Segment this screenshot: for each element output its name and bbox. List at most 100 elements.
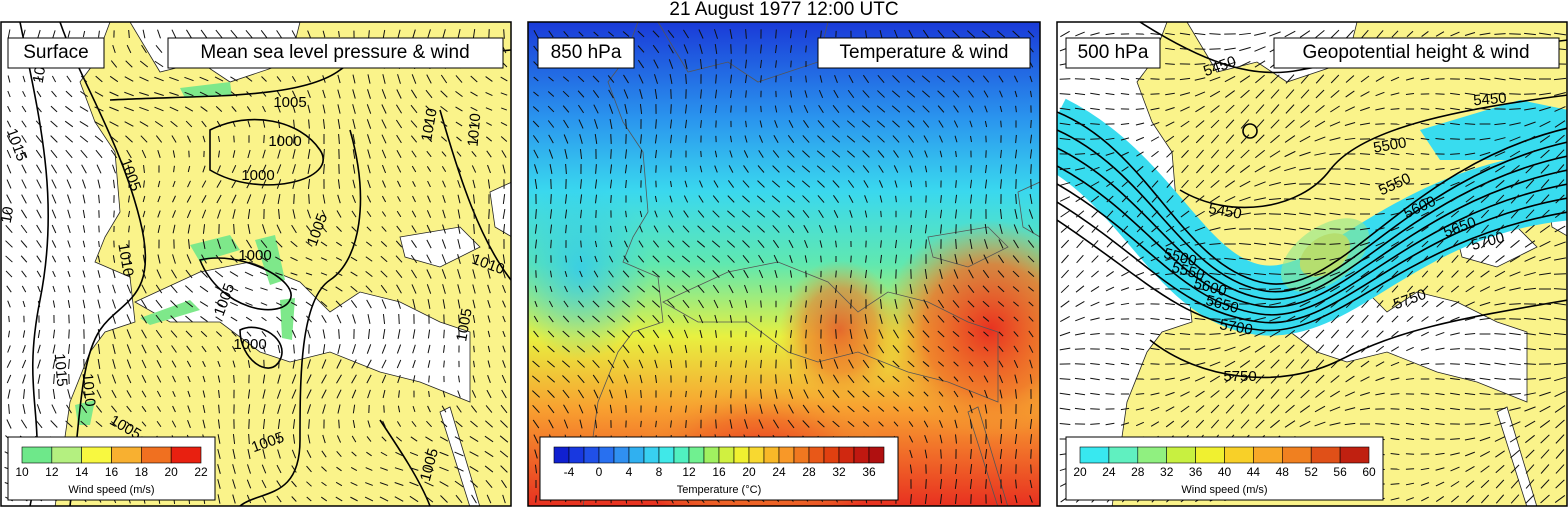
colorbar-label: Wind speed (m/s) [68, 484, 154, 496]
wind-arrow [716, 361, 717, 367]
colorbar-segment [1311, 447, 1340, 463]
colorbar-segment [554, 447, 569, 463]
colorbar-tick: 48 [1276, 465, 1290, 479]
wind-arrow [1031, 164, 1032, 174]
wind-arrow [1421, 109, 1429, 110]
colorbar-tick: 32 [832, 465, 846, 479]
wind-arrow [611, 195, 612, 203]
wind-arrow [234, 136, 235, 143]
contour-label: 1000 [233, 336, 266, 353]
wind-arrow [1269, 274, 1281, 275]
colorbar-tick: 32 [1160, 465, 1174, 479]
wind-arrow [956, 180, 957, 188]
figure-title: 21 August 1977 12:00 UTC [669, 0, 898, 20]
wind-arrow [806, 46, 807, 53]
colorbar-tick: 10 [15, 465, 29, 479]
contour-label: 1000 [268, 133, 301, 150]
contour-label: 5750 [1223, 368, 1256, 385]
wind-arrow [761, 331, 762, 338]
wind-arrow [971, 209, 972, 218]
colorbar-segment [1225, 447, 1254, 463]
colorbar-tick: 56 [1333, 465, 1347, 479]
wind-arrow [294, 194, 295, 204]
wind-arrow [1106, 394, 1115, 395]
colorbar-segment [584, 447, 599, 463]
wind-arrow [444, 361, 445, 368]
wind-arrow [746, 90, 747, 97]
wind-arrow [1391, 199, 1400, 200]
wind-arrow [686, 135, 687, 143]
wind-arrow [69, 329, 70, 338]
wind-arrow [309, 194, 310, 204]
wind-arrow [911, 210, 912, 217]
contour-label: 1000 [241, 167, 274, 184]
wind-arrow [1136, 109, 1144, 110]
wind-arrow [686, 420, 687, 428]
colorbar-segment [674, 447, 689, 463]
wind-arrow [1031, 465, 1032, 474]
colorbar-tick: 24 [772, 465, 786, 479]
wind-arrow [1121, 334, 1129, 335]
colorbar-segment [1167, 447, 1196, 463]
wind-arrow [1001, 404, 1002, 413]
colorbar-tick: 28 [802, 465, 816, 479]
colorbar-tick: 16 [712, 465, 726, 479]
wind-arrow [746, 375, 747, 383]
contour-label: 1000 [238, 247, 271, 264]
wind-arrow [911, 254, 912, 263]
wind-arrow [1509, 319, 1521, 320]
field-label: Geopotential height & wind [1302, 42, 1529, 63]
wind-arrow [474, 209, 475, 219]
colorbar-segment [869, 447, 884, 463]
wind-arrow [1375, 124, 1384, 125]
colorbar-tick: 20 [742, 465, 756, 479]
wind-arrow [731, 390, 732, 398]
field-label: Mean sea level pressure & wind [200, 42, 469, 63]
wind-arrow [9, 316, 10, 322]
colorbar-segment [1196, 447, 1225, 463]
wind-arrow [1031, 120, 1032, 128]
wind-arrow [1450, 139, 1460, 140]
contour-label: 10 [0, 205, 17, 224]
colorbar-tick: 12 [45, 465, 59, 479]
colorbar-segment [171, 447, 201, 463]
wind-arrow [881, 211, 882, 217]
colorbar-tick: 52 [1305, 465, 1319, 479]
colorbar-label: Wind speed (m/s) [1181, 484, 1267, 496]
wind-arrow [384, 405, 385, 412]
colorbar-segment [644, 447, 659, 463]
colorbar-segment [112, 447, 142, 463]
wind-arrow [701, 376, 702, 382]
colorbar-segment [704, 447, 719, 463]
colorbar-segment [719, 447, 734, 463]
contour-label: 5450 [1473, 90, 1508, 110]
wind-arrow [474, 346, 475, 352]
wind-arrow [1001, 121, 1002, 128]
wind-arrow [941, 166, 942, 172]
wind-arrow [821, 256, 822, 263]
wind-arrow [1314, 184, 1325, 185]
wind-arrow [701, 345, 702, 352]
wind-arrow [249, 419, 250, 429]
wind-arrow [551, 240, 552, 248]
wind-arrow [1075, 349, 1085, 350]
colorbar-segment [569, 447, 584, 463]
wind-arrow [1509, 94, 1521, 95]
wind-arrow [1450, 349, 1460, 350]
wind-arrow [656, 406, 657, 412]
wind-arrow [1465, 424, 1475, 425]
wind-arrow [489, 239, 490, 249]
wind-arrow [1209, 319, 1220, 320]
contour-label: 1015 [51, 353, 71, 388]
wind-arrow [399, 314, 400, 324]
wind-arrow [1090, 424, 1100, 425]
wind-arrow [369, 30, 370, 37]
wind-arrow [1465, 409, 1475, 410]
colorbar-tick: 14 [75, 465, 89, 479]
wind-arrow [339, 329, 340, 339]
colorbar-segment [614, 447, 629, 463]
wind-arrow [504, 29, 505, 38]
wind-arrow [791, 61, 792, 68]
wind-arrow [641, 421, 642, 427]
